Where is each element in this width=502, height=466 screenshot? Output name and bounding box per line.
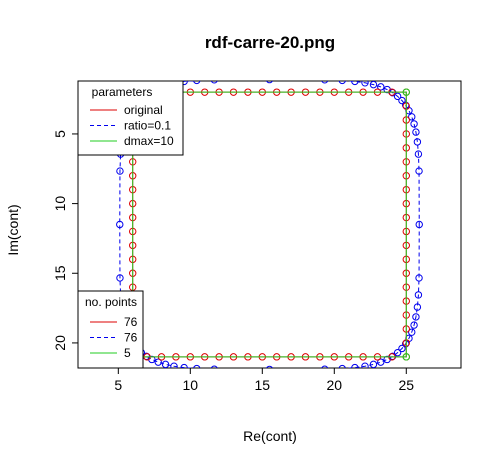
y-tick-label: 10 bbox=[52, 196, 68, 212]
data-point bbox=[398, 344, 406, 353]
y-axis-label: Im(cont) bbox=[5, 204, 21, 255]
legend-no-points-box bbox=[77, 290, 144, 369]
data-point bbox=[116, 167, 124, 175]
x-tick-label: 10 bbox=[183, 377, 199, 393]
data-point bbox=[116, 274, 124, 282]
y-tick-label: 5 bbox=[52, 130, 68, 138]
data-point bbox=[402, 88, 410, 96]
data-point bbox=[415, 220, 423, 229]
data-point bbox=[338, 81, 346, 85]
data-point bbox=[410, 321, 418, 329]
legend-parameters-box bbox=[77, 80, 184, 156]
data-point bbox=[393, 92, 402, 101]
data-point bbox=[361, 81, 369, 87]
data-point bbox=[180, 363, 188, 368]
data-point bbox=[414, 150, 423, 158]
y-tick-label: 20 bbox=[52, 335, 68, 351]
data-point bbox=[410, 120, 418, 128]
data-point bbox=[415, 167, 423, 175]
legend-entry-label: 5 bbox=[124, 346, 131, 360]
data-point bbox=[369, 360, 378, 368]
data-point bbox=[361, 362, 369, 368]
series-line-ratio bbox=[119, 81, 420, 368]
data-point bbox=[210, 365, 218, 368]
plot-frame bbox=[77, 80, 462, 369]
data-point bbox=[266, 81, 273, 84]
data-point bbox=[408, 328, 416, 336]
legend-entry-label: 76 bbox=[124, 331, 138, 345]
data-point bbox=[266, 365, 273, 368]
data-point bbox=[413, 303, 422, 311]
data-point bbox=[402, 340, 410, 348]
data-point bbox=[193, 364, 201, 368]
data-point bbox=[193, 81, 201, 85]
data-point bbox=[369, 81, 378, 89]
x-axis: 5 10 15 20 25 bbox=[114, 368, 414, 393]
data-point bbox=[351, 363, 359, 368]
legend-entry-label: 76 bbox=[124, 315, 138, 329]
data-point bbox=[321, 365, 329, 368]
data-point bbox=[116, 220, 124, 229]
legend-parameters-title: parameters bbox=[92, 85, 153, 99]
chart-title: rdf-carre-20.png bbox=[205, 33, 335, 52]
x-tick-label: 25 bbox=[398, 377, 414, 393]
legend-no-points-title: no. points bbox=[85, 295, 137, 309]
data-point bbox=[338, 364, 346, 368]
data-point bbox=[377, 83, 385, 91]
data-point bbox=[351, 81, 359, 86]
y-axis: 5 10 15 20 bbox=[52, 130, 78, 351]
x-tick-label: 15 bbox=[255, 377, 271, 393]
data-point bbox=[161, 360, 170, 368]
data-point bbox=[412, 313, 420, 321]
x-tick-label: 5 bbox=[114, 377, 122, 393]
data-point bbox=[210, 81, 218, 84]
x-tick-label: 20 bbox=[327, 377, 343, 393]
data-point bbox=[412, 128, 420, 136]
y-tick-label: 15 bbox=[52, 265, 68, 281]
data-point bbox=[398, 96, 406, 105]
legend-entry-label: ratio=0.1 bbox=[124, 119, 171, 133]
data-point bbox=[408, 113, 416, 121]
data-point bbox=[415, 274, 423, 282]
data-point bbox=[413, 138, 422, 146]
data-point bbox=[393, 348, 402, 357]
data-point bbox=[321, 81, 329, 84]
data-point bbox=[377, 358, 385, 366]
legend-entry-label: dmax=10 bbox=[124, 134, 174, 148]
data-point bbox=[154, 358, 162, 366]
data-point bbox=[402, 101, 410, 109]
data-point bbox=[170, 362, 178, 368]
legend-entry-label: original bbox=[124, 103, 163, 117]
data-point bbox=[402, 353, 410, 361]
x-axis-label: Re(cont) bbox=[243, 428, 297, 444]
data-point bbox=[414, 291, 423, 299]
